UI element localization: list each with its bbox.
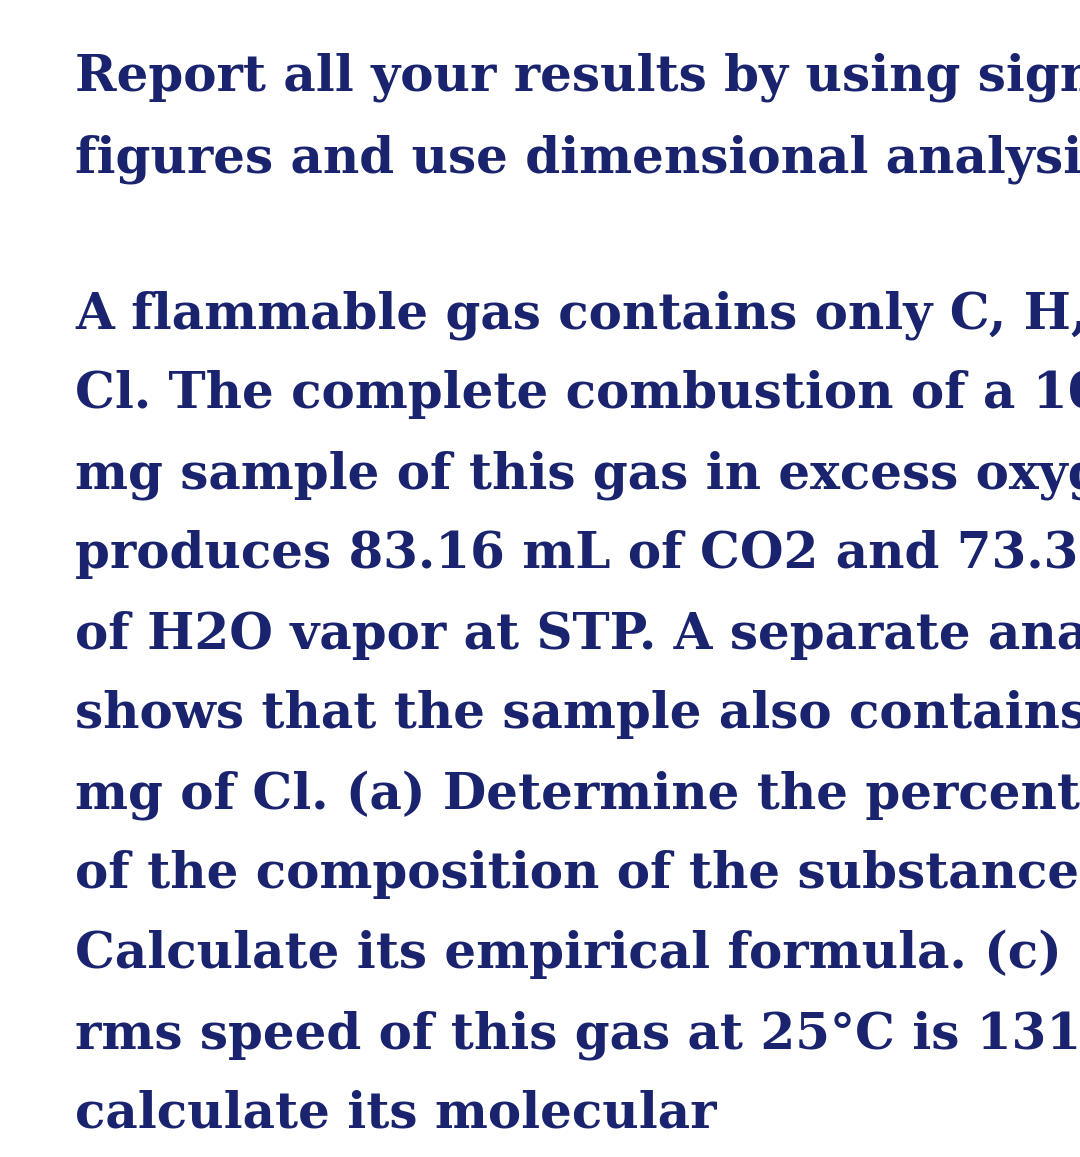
Text: produces 83.16 mL of CO2 and 73.30 mL: produces 83.16 mL of CO2 and 73.30 mL bbox=[75, 530, 1080, 578]
Text: Calculate its empirical formula. (c) If the: Calculate its empirical formula. (c) If … bbox=[75, 930, 1080, 980]
Text: of H2O vapor at STP. A separate analysis: of H2O vapor at STP. A separate analysis bbox=[75, 610, 1080, 659]
Text: A flammable gas contains only C, H, N, and: A flammable gas contains only C, H, N, a… bbox=[75, 290, 1080, 339]
Text: calculate its molecular: calculate its molecular bbox=[75, 1090, 716, 1138]
Text: of the composition of the substance. (b): of the composition of the substance. (b) bbox=[75, 850, 1080, 899]
Text: rms speed of this gas at 25°C is 131.325 m/s,: rms speed of this gas at 25°C is 131.325… bbox=[75, 1010, 1080, 1060]
Text: Cl. The complete combustion of a 100.0: Cl. The complete combustion of a 100.0 bbox=[75, 370, 1080, 419]
Text: Report all your results by using significant: Report all your results by using signifi… bbox=[75, 52, 1080, 102]
Text: mg sample of this gas in excess oxygen: mg sample of this gas in excess oxygen bbox=[75, 450, 1080, 500]
Text: figures and use dimensional analysis.: figures and use dimensional analysis. bbox=[75, 134, 1080, 184]
Text: mg of Cl. (a) Determine the percentage: mg of Cl. (a) Determine the percentage bbox=[75, 771, 1080, 820]
Text: shows that the sample also contains 16.44: shows that the sample also contains 16.4… bbox=[75, 690, 1080, 739]
